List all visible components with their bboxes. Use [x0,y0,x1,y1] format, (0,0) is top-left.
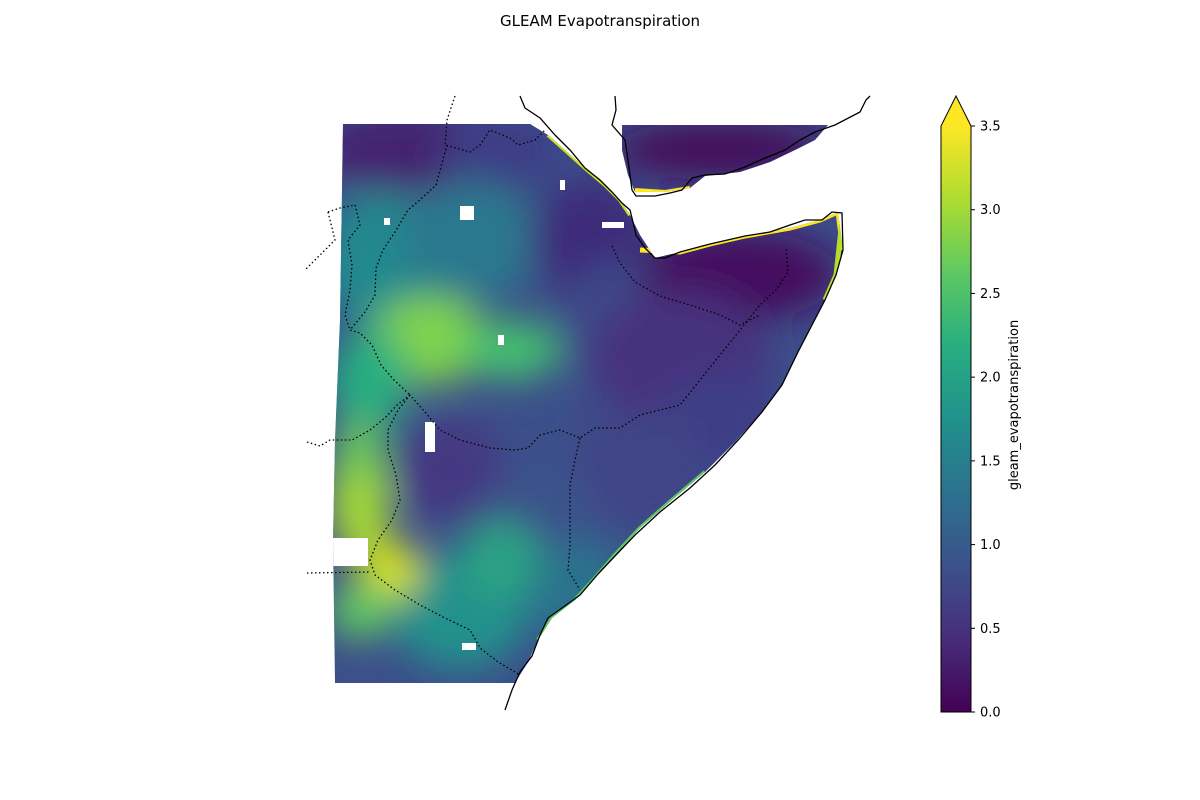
coastline [504,95,871,711]
colorbar-tick-label: 3.0 [980,203,1001,218]
colorbar-tick-label: 0.0 [980,706,1001,721]
colorbar-tick-label: 0.5 [980,622,1001,637]
colorbar-label: gleam_evapotranspiration [1007,320,1022,490]
colorbar-gradient [941,126,971,712]
map-title: GLEAM Evapotranspiration [499,12,701,30]
colorbar-ticks: 0.0 0.5 1.0 1.5 2.0 2.5 3.0 3.5 [971,120,1001,721]
colorbar-tick-label: 2.5 [980,287,1001,302]
colorbar-tick-label: 1.0 [980,538,1001,553]
colorbar-tick-label: 3.5 [980,120,1001,135]
colorbar-tick-label: 2.0 [980,371,1001,386]
colorbar-extend-arrow [941,96,971,126]
country-borders [304,95,789,676]
colorbar-outline [940,94,972,713]
colorbar-tick-label: 1.5 [980,454,1001,469]
